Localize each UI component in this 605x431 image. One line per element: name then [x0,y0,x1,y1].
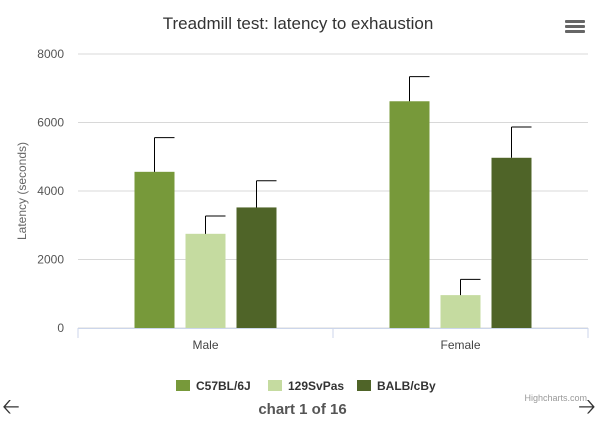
bar[interactable] [236,207,277,328]
bar[interactable] [134,171,175,328]
legend-swatch[interactable] [357,380,371,391]
y-tick-label: 0 [57,321,64,335]
bar[interactable] [491,157,532,328]
legend-item-label[interactable]: BALB/cBy [377,379,436,393]
chart-title: Treadmill test: latency to exhaustion [163,14,434,33]
y-axis-ticks: 0 2000 4000 6000 8000 [37,47,64,335]
x-category-label: Female [440,338,480,352]
x-axis: Male Female [77,328,589,352]
y-tick-label: 2000 [37,253,64,267]
credits[interactable]: Highcharts.com [524,393,587,403]
legend-swatch[interactable] [176,380,190,391]
y-axis-title: Latency (seconds) [15,142,29,240]
legend-item-label[interactable]: C57BL/6J [196,379,251,393]
bar[interactable] [440,295,481,328]
pager-label: chart 1 of 16 [258,401,347,418]
y-tick-label: 8000 [37,47,64,61]
bar[interactable] [389,101,430,328]
x-category-label: Male [192,338,218,352]
bar[interactable] [185,233,226,328]
legend-swatch[interactable] [268,380,282,391]
y-tick-label: 6000 [37,116,64,130]
y-tick-label: 4000 [37,184,64,198]
menu-icon[interactable] [565,18,585,36]
bars [134,76,532,328]
arrow-left-icon[interactable]: 🡠 [2,395,20,420]
legend-item-label[interactable]: 129SvPas [288,379,344,393]
legend[interactable]: C57BL/6J 129SvPas BALB/cBy [176,379,436,393]
arrow-right-icon[interactable]: 🡢 [578,395,596,420]
